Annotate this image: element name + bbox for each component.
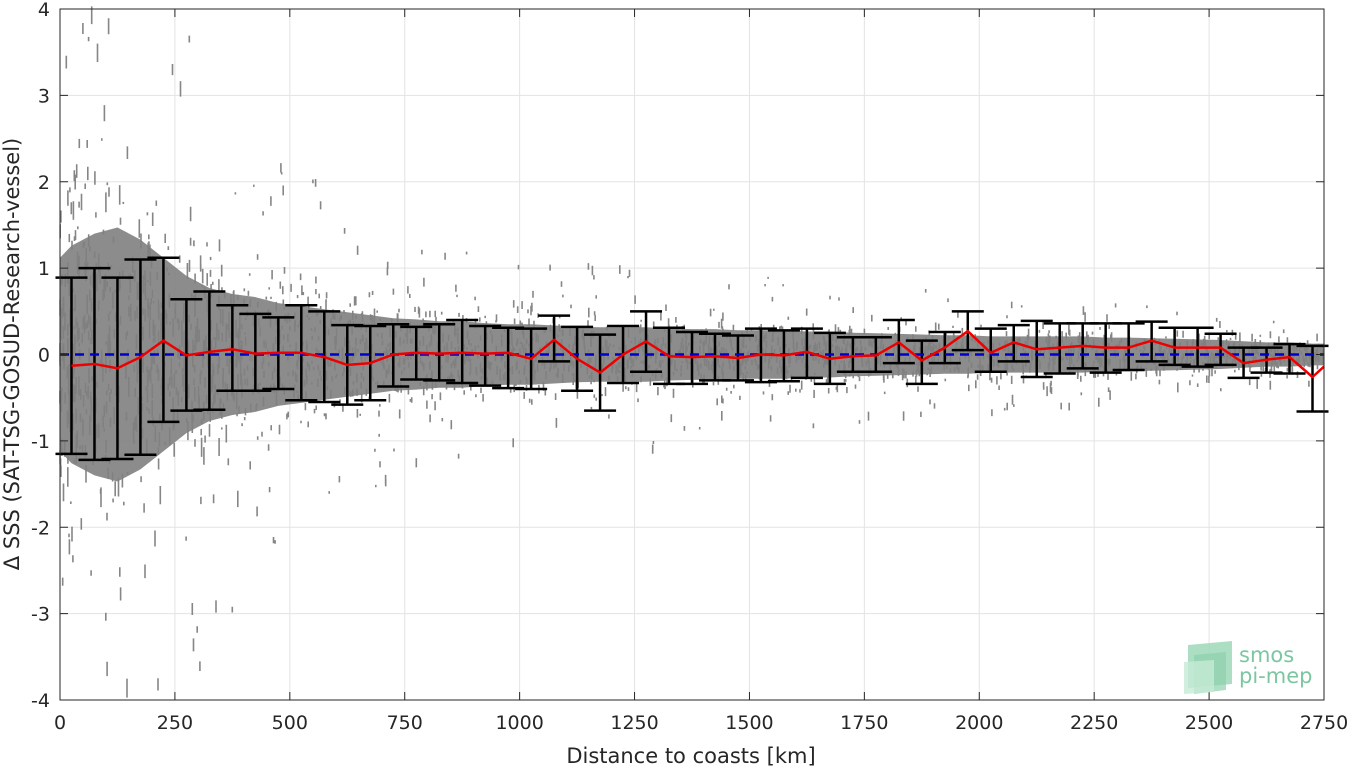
y-tick-label-7: 3 xyxy=(38,85,50,107)
x-tick-label-10: 2500 xyxy=(1185,712,1233,734)
error-bar-18 xyxy=(469,324,502,387)
x-tick-label-9: 2250 xyxy=(1070,712,1118,734)
logo-line2: pi-mep xyxy=(1239,664,1312,688)
x-tick-label-11: 2750 xyxy=(1300,712,1348,734)
y-tick-label-6: 2 xyxy=(38,172,50,194)
error-bar-21 xyxy=(538,314,571,363)
x-tick-label-7: 1750 xyxy=(840,712,888,734)
y-tick-label-1: -3 xyxy=(31,604,50,626)
x-tick-label-6: 1500 xyxy=(725,712,773,734)
x-tick-label-1: 250 xyxy=(157,712,193,734)
error-bar-6 xyxy=(193,290,226,412)
mean-series-line xyxy=(71,329,1325,379)
error-bar-0 xyxy=(55,276,88,456)
error-bar-54 xyxy=(1296,344,1329,413)
tick-labels: 0 250 500 750 1000 1250 1500 1750 2000 2250 2500 27… xyxy=(31,0,1348,734)
y-axis-label: Δ SSS (SAT-TSG-GOSUD-Research-vessel) xyxy=(0,138,24,570)
x-tick-label-4: 1000 xyxy=(495,712,543,734)
y-tick-label-8: 4 xyxy=(38,0,50,21)
axes xyxy=(59,8,1325,701)
error-bar-16 xyxy=(423,323,456,382)
y-tick-label-2: -2 xyxy=(31,517,50,539)
x-tick-label-5: 1250 xyxy=(610,712,658,734)
error-bar-40 xyxy=(974,327,1007,374)
smos-pimep-logo-icon xyxy=(1184,641,1232,694)
x-tick-label-3: 750 xyxy=(387,712,423,734)
y-tick-label-0: -4 xyxy=(31,690,50,712)
error-bar-50 xyxy=(1204,332,1237,367)
y-tick-label-3: -1 xyxy=(31,431,50,453)
x-tick-label-2: 500 xyxy=(272,712,308,734)
error-bar-17 xyxy=(446,318,479,385)
error-bar-53 xyxy=(1273,342,1306,375)
x-tick-label-0: 0 xyxy=(54,712,66,734)
y-tick-label-4: 0 xyxy=(38,345,50,367)
error-bar-37 xyxy=(905,339,938,386)
x-tick-label-8: 2000 xyxy=(955,712,1003,734)
mean-line xyxy=(71,329,1325,379)
smos-pimep-logo: smos pi-mep xyxy=(1184,641,1312,694)
y-tick-label-5: 1 xyxy=(38,258,50,280)
logo-line1: smos xyxy=(1239,643,1294,667)
x-axis-label: Distance to coasts [km] xyxy=(566,744,815,768)
